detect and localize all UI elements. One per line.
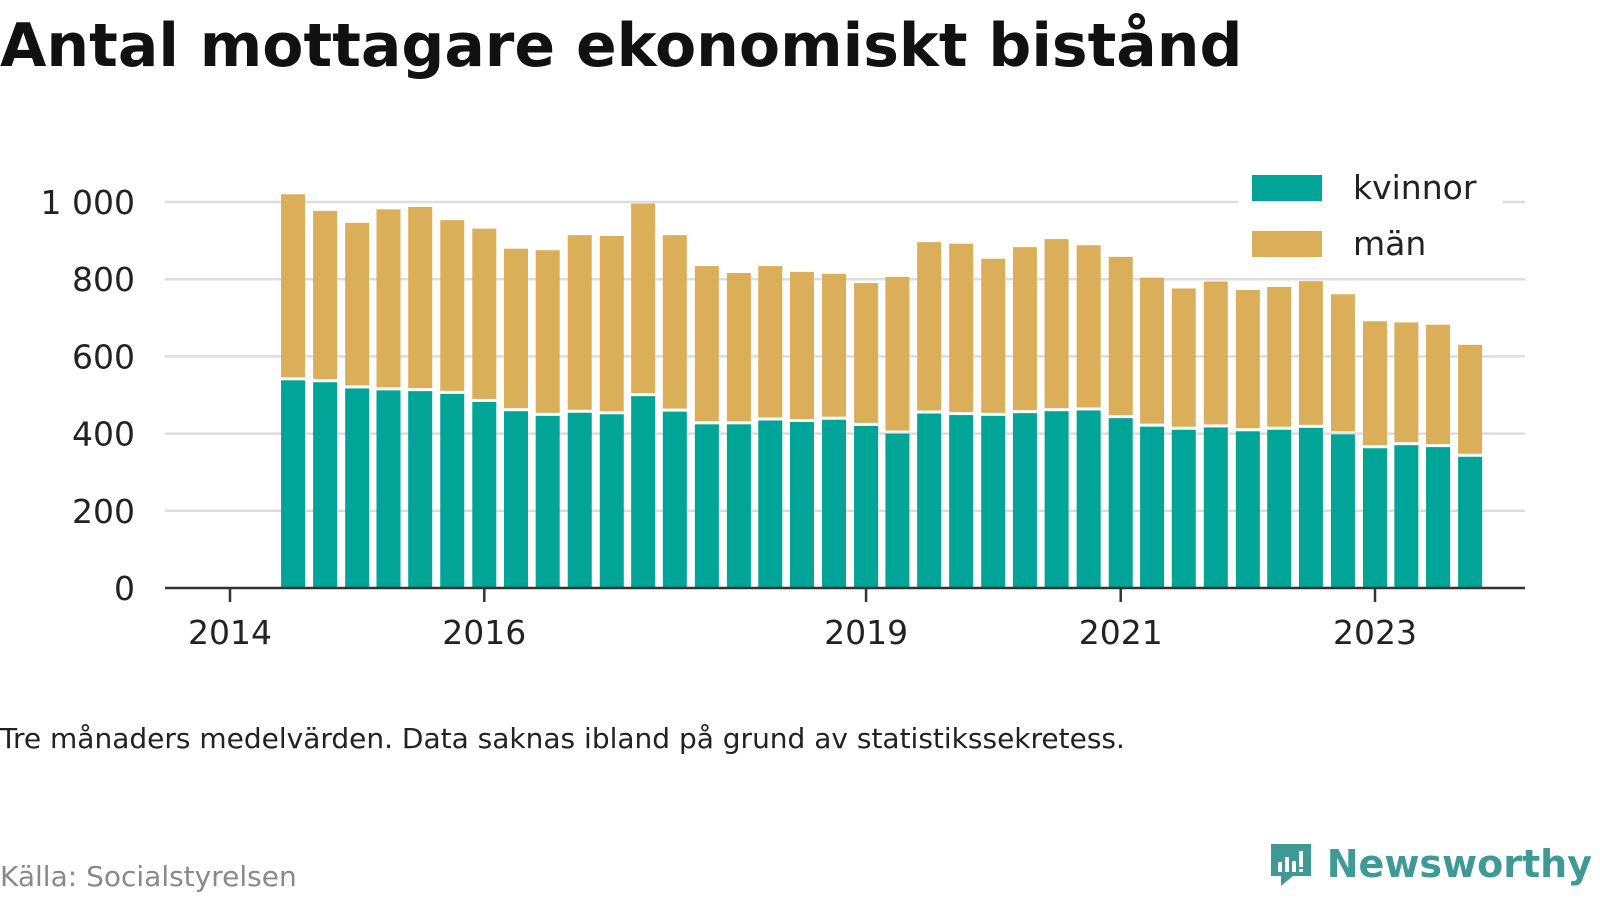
bar-man: [1298, 281, 1323, 425]
legend-label: män: [1353, 224, 1426, 263]
bar-kvinnor: [567, 412, 592, 588]
bar-man: [1140, 277, 1165, 424]
y-tick-label: 800: [72, 260, 135, 299]
bar-kvinnor: [949, 415, 974, 588]
y-tick-label: 1 000: [41, 183, 135, 222]
bar-kvinnor: [1203, 427, 1228, 588]
bar-man: [1426, 324, 1451, 445]
bar-man: [313, 210, 338, 380]
chart-note: Tre månaders medelvärden. Data saknas ib…: [0, 722, 1125, 755]
bar-kvinnor: [1458, 456, 1483, 588]
bar-kvinnor: [1171, 429, 1196, 588]
bar-man: [694, 266, 719, 422]
bar-kvinnor: [662, 411, 687, 588]
bar-kvinnor: [535, 415, 560, 588]
chart-title: Antal mottagare ekonomiskt bistånd: [0, 11, 1243, 81]
bar-kvinnor: [345, 388, 370, 588]
bar-kvinnor: [854, 425, 879, 588]
newsworthy-logo: Newsworthy: [1267, 840, 1592, 888]
x-tick-label: 2023: [1333, 613, 1417, 652]
bar-man: [1044, 239, 1069, 409]
bar-kvinnor: [503, 411, 528, 588]
bar-kvinnor: [376, 390, 401, 588]
legend-label: kvinnor: [1353, 168, 1477, 207]
bar-man: [981, 258, 1006, 413]
stacked-bar-chart: 0 200 400 600 800 1 000 2014 2016 2019 2021 2023 kv…: [41, 168, 1525, 652]
bar-kvinnor: [789, 422, 814, 588]
bar-kvinnor: [281, 380, 306, 588]
bar-man: [376, 209, 401, 388]
bar-kvinnor: [981, 415, 1006, 588]
bar-kvinnor: [694, 424, 719, 588]
bar-kvinnor: [1044, 411, 1069, 588]
bar-man: [1267, 286, 1292, 427]
bar-chart-speech-bubble-icon: [1270, 844, 1311, 886]
bar-man: [822, 273, 847, 417]
bar-man: [408, 207, 433, 389]
bar-kvinnor: [1363, 448, 1387, 588]
bar-man: [917, 242, 942, 411]
bar-man: [1458, 344, 1483, 454]
bar-man: [440, 220, 465, 391]
bar-man: [281, 194, 306, 378]
y-tick-label: 0: [114, 569, 135, 608]
bar-kvinnor: [758, 420, 783, 588]
bar-man: [631, 203, 656, 394]
bar-man: [854, 283, 879, 423]
x-tick-label: 2019: [824, 613, 908, 652]
y-tick-label: 600: [72, 337, 135, 376]
y-tick-label: 200: [72, 492, 135, 531]
bar-kvinnor: [1330, 434, 1355, 588]
bar-kvinnor: [1108, 418, 1133, 588]
x-tick-label: 2014: [188, 613, 272, 652]
bar-kvinnor: [1298, 427, 1323, 588]
bar-man: [1108, 256, 1133, 416]
bar-kvinnor: [1140, 426, 1165, 588]
bar-man: [1330, 294, 1355, 432]
bar-kvinnor: [1235, 431, 1260, 588]
bar-man: [949, 243, 974, 413]
bar-kvinnor: [631, 396, 656, 588]
bar-kvinnor: [1426, 447, 1451, 588]
y-tick-label: 400: [72, 415, 135, 454]
bar-man: [503, 248, 528, 409]
bar-man: [1394, 322, 1419, 443]
bar-kvinnor: [1076, 410, 1101, 588]
bar-man: [662, 235, 687, 409]
bar-kvinnor: [1012, 413, 1037, 588]
bar-man: [345, 222, 370, 386]
x-tick-label: 2021: [1079, 613, 1163, 652]
bar-man: [567, 235, 592, 410]
bar-man: [1076, 245, 1101, 408]
legend-swatch: [1252, 231, 1322, 257]
source-credit: Källa: Socialstyrelsen: [0, 860, 297, 893]
bar-kvinnor: [472, 401, 497, 588]
bar-kvinnor: [885, 433, 910, 588]
bar-kvinnor: [408, 391, 433, 588]
bar-man: [535, 250, 560, 413]
bar-man: [472, 228, 497, 399]
bar-man: [1012, 247, 1037, 411]
bar-man: [1203, 281, 1228, 425]
brand-name: Newsworthy: [1326, 842, 1592, 886]
bar-kvinnor: [726, 424, 751, 588]
legend-swatch: [1252, 175, 1322, 201]
x-tick-label: 2016: [442, 613, 526, 652]
bar-kvinnor: [1267, 429, 1292, 588]
bar-kvinnor: [917, 413, 942, 588]
bar-kvinnor: [599, 414, 624, 588]
bar-kvinnor: [440, 393, 465, 588]
bar-man: [885, 276, 910, 431]
bar-man: [1171, 288, 1196, 427]
bar-man: [1363, 321, 1387, 446]
bar-man: [726, 273, 751, 422]
bar-kvinnor: [822, 419, 847, 588]
bar-man: [789, 271, 814, 420]
bar-man: [599, 235, 624, 412]
bar-man: [758, 266, 783, 418]
bar-man: [1235, 290, 1260, 429]
bar-kvinnor: [313, 382, 338, 588]
bar-kvinnor: [1394, 445, 1419, 588]
